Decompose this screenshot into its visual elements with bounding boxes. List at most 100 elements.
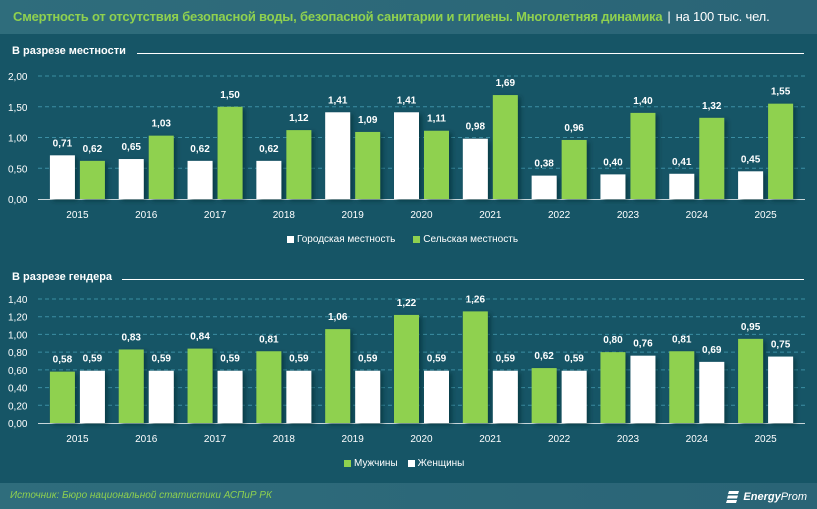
bar-gender-Мужчины [462,311,488,423]
data-label: 1,41 [328,95,348,106]
x-tick-label: 2021 [479,434,502,445]
y-tick-label: 0,20 [8,401,28,412]
bar-gender-Мужчины [325,329,351,423]
logo-icon [726,491,740,503]
bar-gender-Женщины [79,370,105,423]
bar-location-Сельская местность [355,131,381,199]
bar-gender-Мужчины [738,338,764,423]
data-label: 0,80 [603,335,623,346]
x-tick-label: 2020 [410,210,433,221]
data-label: 0,76 [633,339,653,350]
data-label: 0,98 [466,122,486,133]
data-label: 1,32 [702,101,722,112]
data-label: 1,06 [328,312,348,323]
source-text: Источник: Бюро национальной статистики А… [10,490,272,501]
data-label: 0,59 [496,354,516,365]
data-label: 0,69 [702,345,722,356]
bar-gender-Мужчины [187,348,213,423]
bar-gender-Женщины [355,370,381,423]
data-label: 0,59 [83,354,103,365]
bar-gender-Мужчины [49,371,75,423]
legend-location: Городская местность Сельская местность [287,234,518,245]
x-tick-label: 2019 [342,210,365,221]
data-label: 0,96 [564,123,584,134]
data-label: 0,81 [259,334,279,345]
bar-gender-Мужчины [394,314,419,423]
bar-gender-Женщины [424,370,449,423]
bar-gender-Женщины [286,370,312,423]
x-tick-label: 2021 [479,210,502,221]
bar-gender-Женщины [768,356,794,423]
header-bar: Смертность от отсутствия безопасной воды… [0,0,817,34]
section-title-gender: В разрезе гендера [12,271,113,283]
legend-label-men: Мужчины [354,458,398,469]
data-label: 1,26 [466,294,486,305]
data-label: 1,50 [220,90,240,101]
bar-gender-Женщины [630,355,656,423]
legend-swatch-rural [413,236,421,243]
bar-gender-Женщины [148,370,174,423]
legend-label-women: Женщины [417,458,465,469]
x-tick-label: 2017 [204,434,227,445]
y-tick-label: 0,00 [8,419,28,430]
bar-gender-Мужчины [600,352,626,423]
data-label: 1,11 [427,114,446,125]
y-tick-label: 1,50 [8,103,28,114]
bar-location-Сельская местность [217,106,243,199]
x-tick-label: 2016 [135,434,158,445]
bar-location-Городская местность [187,160,213,199]
data-label: 0,59 [220,354,240,365]
bar-location-Сельская местность [424,130,449,199]
title-separator: | [667,9,671,24]
x-tick-label: 2025 [754,434,777,445]
data-label: 0,38 [534,159,554,170]
bar-location-Городская местность [118,159,144,199]
x-tick-label: 2022 [548,210,571,221]
legend-item-women: Женщины [407,458,465,469]
data-label: 0,95 [741,322,761,333]
bar-gender-Мужчины [256,351,282,423]
bar-gender-Женщины [699,361,725,423]
y-tick-label: 1,00 [8,330,28,341]
x-tick-label: 2024 [686,210,709,221]
bar-location-Городская местность [256,160,282,199]
x-tick-label: 2019 [342,434,365,445]
data-label: 0,71 [53,138,73,149]
data-label: 0,45 [741,154,761,165]
footer-bar: Источник: Бюро национальной статистики А… [0,483,817,509]
x-tick-label: 2023 [617,210,640,221]
y-tick-label: 0,60 [8,366,28,377]
y-tick-label: 1,20 [8,313,28,324]
bar-location-Сельская местность [768,103,794,199]
data-label: 1,22 [397,298,417,309]
data-label: 0,62 [259,144,279,155]
data-label: 1,12 [289,113,309,124]
data-label: 0,58 [53,355,73,366]
bar-location-Сельская местность [699,117,725,199]
bar-location-Городская местность [600,174,626,199]
logo-text-thin: Prom [780,491,807,503]
bar-gender-Женщины [561,370,587,423]
data-label: 0,84 [190,332,210,343]
y-tick-label: 0,80 [8,348,28,359]
y-tick-label: 2,00 [8,72,28,83]
data-label: 0,62 [190,144,210,155]
bar-location-Сельская местность [79,160,105,199]
bar-location-Городская местность [531,175,557,199]
bar-location-Сельская местность [286,130,312,199]
data-label: 0,62 [83,144,103,155]
data-label: 0,59 [564,354,584,365]
x-tick-label: 2015 [66,434,89,445]
title-text: Смертность от отсутствия безопасной воды… [13,9,663,24]
y-tick-label: 0,40 [8,384,28,395]
section-divider-location [137,53,804,54]
bar-location-Городская местность [394,112,419,199]
data-label: 0,75 [771,340,791,351]
bar-gender-Женщины [217,370,243,423]
bar-location-Сельская местность [630,112,656,199]
data-label: 0,59 [151,354,171,365]
energyprom-logo: EnergyProm [726,489,807,505]
bar-location-Городская местность [462,138,488,199]
bar-gender-Мужчины [118,349,144,423]
data-label: 1,69 [496,78,516,89]
